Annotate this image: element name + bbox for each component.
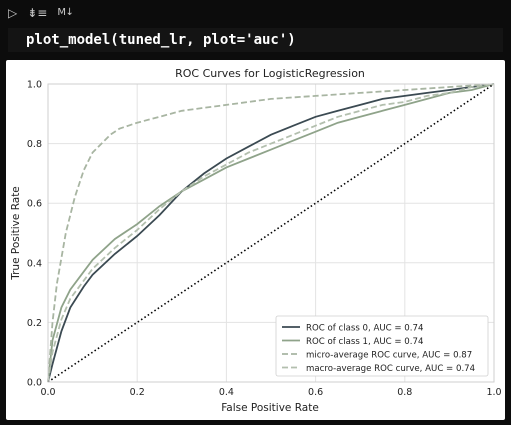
series-line-3 xyxy=(47,83,495,383)
play-icon[interactable]: ▷ xyxy=(8,6,18,20)
cell-toolbar: ▷ ⇟≡ M↓ xyxy=(0,0,511,26)
legend-label: micro-average ROC curve, AUC = 0.87 xyxy=(306,351,472,361)
series-line-2 xyxy=(47,83,495,383)
code-cell[interactable]: plot_model(tuned_lr, plot='auc') xyxy=(8,28,503,52)
roc-chart: ROC Curves for LogisticRegression False … xyxy=(10,67,502,414)
chance-diagonal-line xyxy=(47,83,495,383)
legend: ROC of class 0, AUC = 0.74 ROC of class 1… xyxy=(275,315,489,377)
cell-output: ROC Curves for LogisticRegression False … xyxy=(6,60,505,420)
x-tick-label: 0.8 xyxy=(397,387,412,398)
legend-label: macro-average ROC curve, AUC = 0.74 xyxy=(306,364,475,374)
y-tick-label: 0.4 xyxy=(27,258,42,269)
x-axis-label: False Positive Rate xyxy=(221,402,319,414)
series-line-0 xyxy=(47,83,495,383)
y-tick-label: 0.6 xyxy=(27,199,42,210)
markdown-icon[interactable]: M↓ xyxy=(57,7,74,18)
legend-box xyxy=(275,315,489,377)
code-text: plot_model(tuned_lr, plot='auc') xyxy=(26,32,296,48)
x-tick-label: 0.2 xyxy=(130,387,145,398)
y-tick-label: 0.2 xyxy=(27,318,42,329)
chart-title: ROC Curves for LogisticRegression xyxy=(175,67,365,80)
plot-frame xyxy=(47,83,495,383)
run-cells-below-icon[interactable]: ⇟≡ xyxy=(27,6,48,20)
legend-label: ROC of class 0, AUC = 0.74 xyxy=(306,324,423,334)
y-tick-label: 0.0 xyxy=(27,378,42,389)
series-lines xyxy=(47,83,495,383)
x-tick-label: 0.4 xyxy=(219,387,234,398)
x-tick-label: 0.6 xyxy=(308,387,323,398)
series-line-1 xyxy=(47,83,495,383)
legend-label: ROC of class 1, AUC = 0.74 xyxy=(306,337,423,347)
y-tick-label: 0.8 xyxy=(27,139,42,150)
y-tick-label: 1.0 xyxy=(27,80,42,91)
y-axis-label: True Positive Rate xyxy=(10,186,22,281)
tick-labels: 0.0 0.2 0.4 0.6 0.8 1.0 0.0 0.2 0.4 0.6 0.8 1.0 xyxy=(27,80,502,399)
x-tick-label: 1.0 xyxy=(486,387,501,398)
x-tick-label: 0.0 xyxy=(40,387,55,398)
